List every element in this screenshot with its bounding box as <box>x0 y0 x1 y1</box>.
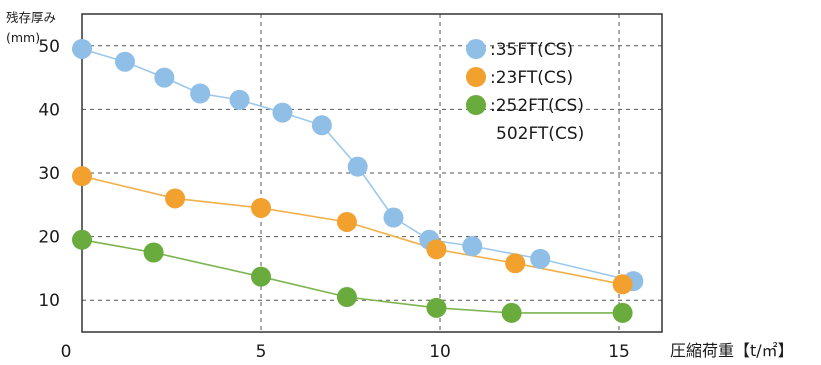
legend-marker-2 <box>466 95 486 115</box>
legend-label-extra: 502FT(CS) <box>496 124 584 144</box>
data-point-s0-p0 <box>72 38 92 59</box>
data-point-s0-p3 <box>190 83 211 104</box>
x-tick-label-0: 0 <box>61 342 72 362</box>
y-tick-label-30: 30 <box>38 164 60 184</box>
y-axis-title-line1: 残存厚み <box>6 10 56 25</box>
data-point-s0-p8 <box>383 207 404 228</box>
legend: :35FT(CS) :23FT(CS) :252FT(CS) 502FT(CS) <box>466 39 584 144</box>
data-point-s0-p11 <box>530 248 551 269</box>
data-point-s1-p3 <box>336 211 357 232</box>
legend-label-2: :252FT(CS) <box>490 96 584 116</box>
data-point-s0-p10 <box>462 236 483 257</box>
y-tick-label-40: 40 <box>38 100 60 120</box>
data-point-s1-p6 <box>612 274 633 295</box>
y-axis-title: 残存厚み (mm) <box>6 10 56 45</box>
data-point-s0-p2 <box>154 67 175 88</box>
y-tick-label-10: 10 <box>38 291 60 311</box>
data-point-s1-p1 <box>165 188 186 209</box>
x-tick-label-10: 10 <box>429 342 451 362</box>
data-point-s2-p5 <box>501 302 522 323</box>
y-tick-labels: 10 20 30 40 50 <box>38 37 60 311</box>
data-point-s1-p2 <box>251 197 272 218</box>
data-point-s2-p2 <box>251 266 272 287</box>
y-axis-title-line2: (mm) <box>6 30 40 45</box>
legend-label-1: :23FT(CS) <box>490 68 573 88</box>
x-tick-label-5: 5 <box>256 342 267 362</box>
data-point-s2-p0 <box>72 229 92 250</box>
legend-label-0: :35FT(CS) <box>490 40 573 60</box>
grid <box>82 14 662 332</box>
x-tick-label-15: 15 <box>608 342 630 362</box>
data-point-s1-p4 <box>426 239 447 260</box>
data-point-s0-p6 <box>311 115 332 136</box>
data-point-s2-p3 <box>336 287 357 308</box>
y-tick-label-20: 20 <box>38 228 60 248</box>
x-axis-title: 圧縮荷重【t/㎡】 <box>670 341 794 360</box>
y-tick-label-50: 50 <box>38 37 60 57</box>
data-point-s0-p7 <box>347 156 368 177</box>
data-point-s0-p5 <box>272 102 293 123</box>
data-point-s1-p0 <box>72 166 92 187</box>
data-point-s2-p4 <box>426 297 447 318</box>
data-point-s1-p5 <box>505 253 526 274</box>
series-group <box>72 38 644 323</box>
data-point-s2-p1 <box>143 242 164 263</box>
data-point-s2-p6 <box>612 302 633 323</box>
legend-marker-0 <box>466 39 486 59</box>
data-point-s0-p4 <box>229 89 250 110</box>
legend-marker-1 <box>466 67 486 87</box>
data-point-s0-p1 <box>114 51 135 72</box>
x-tick-labels: 0 5 10 15 <box>61 342 630 362</box>
